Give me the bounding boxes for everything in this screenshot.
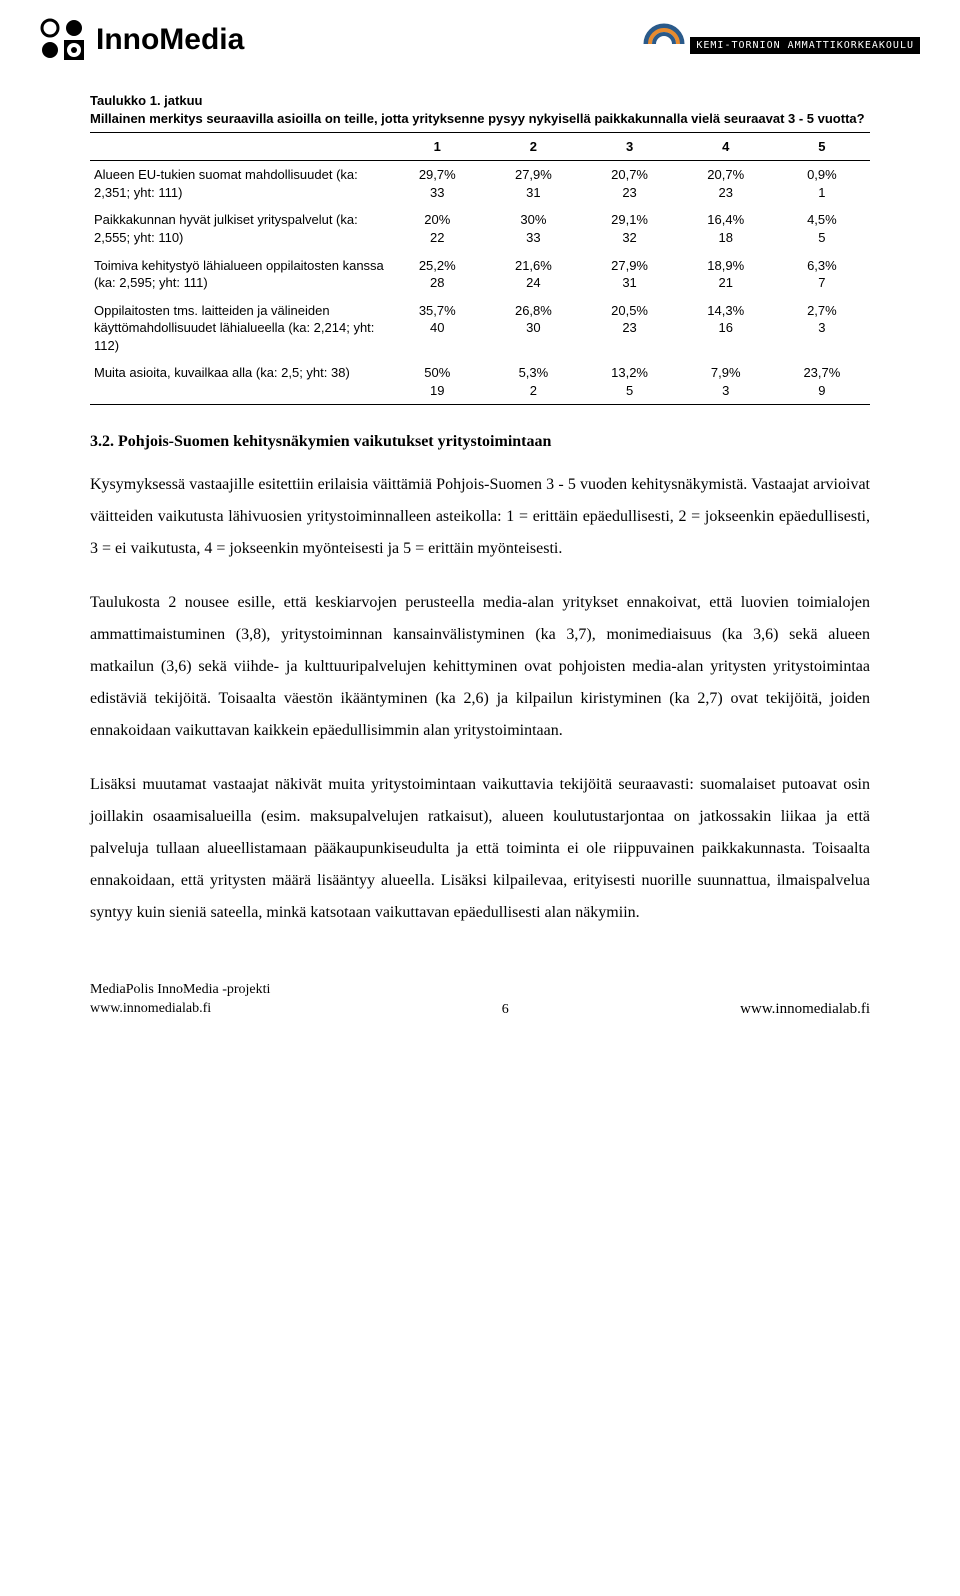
cell: 20,5%23 xyxy=(581,297,677,360)
arch-icon xyxy=(642,18,686,48)
cell: 23,7%9 xyxy=(774,359,870,405)
page-content: Taulukko 1. jatkuu Millainen merkitys se… xyxy=(0,62,960,971)
footer-right-url: www.innomedialab.fi xyxy=(740,1001,870,1018)
innomedia-icon xyxy=(40,18,88,62)
cell: 29,1%32 xyxy=(581,206,677,251)
ktamk-logo: KEMI-TORNION AMMATTIKORKEAKOULU xyxy=(642,18,920,54)
table-caption-line1: Taulukko 1. jatkuu xyxy=(90,93,202,108)
footer-project: MediaPolis InnoMedia -projekti xyxy=(90,982,270,997)
cell: 50%19 xyxy=(389,359,485,405)
cell: 26,8%30 xyxy=(485,297,581,360)
cell: 25,2%28 xyxy=(389,252,485,297)
cell: 13,2%5 xyxy=(581,359,677,405)
cell: 20,7%23 xyxy=(678,161,774,207)
table-caption-line2: Millainen merkitys seuraavilla asioilla … xyxy=(90,111,865,126)
col-header: 3 xyxy=(581,133,677,161)
ktamk-badge-text: KEMI-TORNION AMMATTIKORKEAKOULU xyxy=(690,37,920,54)
cell: 5,3%2 xyxy=(485,359,581,405)
cell: 30%33 xyxy=(485,206,581,251)
cell: 18,9%21 xyxy=(678,252,774,297)
cell: 29,7%33 xyxy=(389,161,485,207)
cell: 14,3%16 xyxy=(678,297,774,360)
cell: 4,5%5 xyxy=(774,206,870,251)
cell: 6,3%7 xyxy=(774,252,870,297)
cell: 16,4%18 xyxy=(678,206,774,251)
col-header: 5 xyxy=(774,133,870,161)
page-header: InnoMedia KEMI-TORNION AMMATTIKORKEAKOUL… xyxy=(0,0,960,62)
row-label: Alueen EU-tukien suomat mahdollisuudet (… xyxy=(90,161,389,207)
cell: 0,9%1 xyxy=(774,161,870,207)
row-label: Paikkakunnan hyvät julkiset yrityspalvel… xyxy=(90,206,389,251)
footer-left: MediaPolis InnoMedia -projekti www.innom… xyxy=(90,981,270,1017)
cell: 27,9%31 xyxy=(581,252,677,297)
table-row: Muita asioita, kuvailkaa alla (ka: 2,5; … xyxy=(90,359,870,405)
table-header-row: 1 2 3 4 5 xyxy=(90,133,870,161)
row-label: Oppilaitosten tms. laitteiden ja välinei… xyxy=(90,297,389,360)
page-footer: MediaPolis InnoMedia -projekti www.innom… xyxy=(0,971,960,1041)
cell: 21,6%24 xyxy=(485,252,581,297)
page-number: 6 xyxy=(270,1002,740,1018)
section-heading: 3.2. Pohjois-Suomen kehitysnäkymien vaik… xyxy=(90,433,870,451)
cell: 27,9%31 xyxy=(485,161,581,207)
row-label: Toimiva kehitystyö lähialueen oppilaitos… xyxy=(90,252,389,297)
table-row: Paikkakunnan hyvät julkiset yrityspalvel… xyxy=(90,206,870,251)
cell: 20%22 xyxy=(389,206,485,251)
col-header: 1 xyxy=(389,133,485,161)
table-row: Toimiva kehitystyö lähialueen oppilaitos… xyxy=(90,252,870,297)
table-caption: Taulukko 1. jatkuu Millainen merkitys se… xyxy=(90,92,870,128)
innomedia-wordmark: InnoMedia xyxy=(96,23,244,57)
table-row: Alueen EU-tukien suomat mahdollisuudet (… xyxy=(90,161,870,207)
cell: 7,9%3 xyxy=(678,359,774,405)
row-label: Muita asioita, kuvailkaa alla (ka: 2,5; … xyxy=(90,359,389,405)
cell: 20,7%23 xyxy=(581,161,677,207)
table-row: Oppilaitosten tms. laitteiden ja välinei… xyxy=(90,297,870,360)
cell: 35,7%40 xyxy=(389,297,485,360)
paragraph: Taulukosta 2 nousee esille, että keskiar… xyxy=(90,587,870,747)
innomedia-logo: InnoMedia xyxy=(40,18,244,62)
paragraph: Kysymyksessä vastaajille esitettiin eril… xyxy=(90,469,870,565)
footer-url: www.innomedialab.fi xyxy=(90,1001,211,1016)
paragraph: Lisäksi muutamat vastaajat näkivät muita… xyxy=(90,769,870,929)
cell: 2,7%3 xyxy=(774,297,870,360)
col-header: 2 xyxy=(485,133,581,161)
data-table: 1 2 3 4 5 Alueen EU-tukien suomat mahdol… xyxy=(90,132,870,405)
col-header: 4 xyxy=(678,133,774,161)
